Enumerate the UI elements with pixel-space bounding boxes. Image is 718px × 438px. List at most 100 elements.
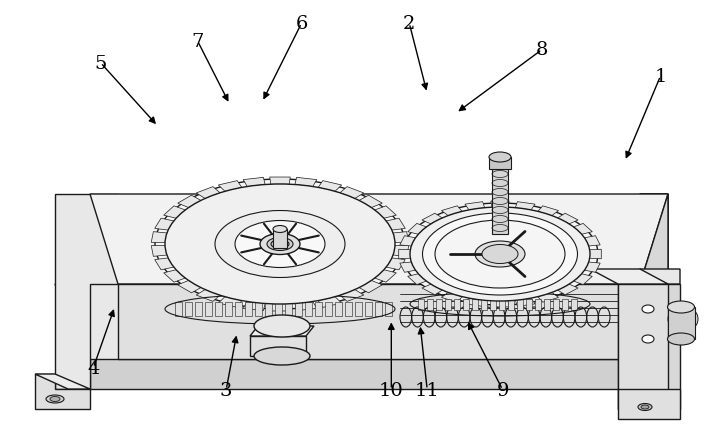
Text: 8: 8 bbox=[536, 41, 549, 60]
Polygon shape bbox=[492, 170, 508, 234]
Polygon shape bbox=[55, 194, 118, 389]
Polygon shape bbox=[463, 299, 469, 310]
Polygon shape bbox=[295, 302, 302, 316]
Polygon shape bbox=[422, 284, 442, 295]
Polygon shape bbox=[508, 299, 514, 310]
Polygon shape bbox=[584, 262, 600, 273]
Ellipse shape bbox=[673, 311, 683, 327]
Polygon shape bbox=[436, 299, 442, 310]
Polygon shape bbox=[491, 301, 509, 307]
Ellipse shape bbox=[668, 311, 678, 327]
Ellipse shape bbox=[668, 333, 694, 345]
Polygon shape bbox=[359, 281, 382, 293]
Polygon shape bbox=[274, 352, 276, 358]
Polygon shape bbox=[318, 181, 342, 192]
Polygon shape bbox=[640, 194, 668, 359]
Polygon shape bbox=[517, 299, 523, 310]
Polygon shape bbox=[256, 352, 258, 358]
Polygon shape bbox=[177, 281, 201, 293]
Ellipse shape bbox=[46, 395, 64, 403]
Polygon shape bbox=[538, 206, 559, 216]
Polygon shape bbox=[640, 194, 668, 374]
Polygon shape bbox=[287, 352, 290, 358]
Polygon shape bbox=[544, 299, 550, 310]
Polygon shape bbox=[195, 302, 202, 316]
Ellipse shape bbox=[50, 396, 60, 402]
Ellipse shape bbox=[267, 238, 293, 251]
Polygon shape bbox=[386, 219, 405, 230]
Polygon shape bbox=[294, 352, 297, 358]
Ellipse shape bbox=[489, 153, 511, 162]
Polygon shape bbox=[535, 299, 541, 310]
Polygon shape bbox=[295, 178, 317, 187]
Ellipse shape bbox=[260, 234, 300, 255]
Ellipse shape bbox=[422, 213, 577, 295]
Text: 9: 9 bbox=[496, 381, 509, 399]
Polygon shape bbox=[365, 302, 372, 316]
Polygon shape bbox=[562, 299, 568, 310]
Polygon shape bbox=[445, 299, 451, 310]
Ellipse shape bbox=[641, 405, 649, 409]
Polygon shape bbox=[243, 178, 265, 187]
Polygon shape bbox=[442, 293, 462, 303]
Ellipse shape bbox=[165, 184, 395, 304]
Ellipse shape bbox=[482, 245, 518, 264]
Polygon shape bbox=[325, 302, 332, 316]
Polygon shape bbox=[285, 302, 292, 316]
Polygon shape bbox=[245, 302, 252, 316]
Polygon shape bbox=[574, 224, 592, 235]
Ellipse shape bbox=[642, 305, 654, 313]
Polygon shape bbox=[298, 352, 301, 358]
Text: 3: 3 bbox=[220, 381, 233, 399]
Polygon shape bbox=[218, 181, 242, 192]
Polygon shape bbox=[571, 299, 577, 310]
Polygon shape bbox=[618, 389, 680, 419]
Polygon shape bbox=[340, 290, 364, 302]
Ellipse shape bbox=[215, 211, 345, 278]
Polygon shape bbox=[315, 302, 322, 316]
Polygon shape bbox=[553, 299, 559, 310]
Text: 11: 11 bbox=[415, 381, 439, 399]
Text: 4: 4 bbox=[87, 359, 100, 377]
Polygon shape bbox=[393, 246, 409, 257]
Polygon shape bbox=[205, 302, 212, 316]
Polygon shape bbox=[291, 352, 294, 358]
Polygon shape bbox=[472, 299, 478, 310]
Polygon shape bbox=[640, 194, 668, 359]
Polygon shape bbox=[250, 326, 314, 336]
Polygon shape bbox=[491, 201, 509, 208]
Polygon shape bbox=[250, 336, 306, 356]
Polygon shape bbox=[196, 290, 220, 302]
Polygon shape bbox=[355, 302, 362, 316]
Text: 6: 6 bbox=[295, 15, 308, 33]
Polygon shape bbox=[422, 214, 442, 224]
Ellipse shape bbox=[688, 311, 698, 327]
Polygon shape bbox=[270, 178, 290, 185]
Polygon shape bbox=[275, 302, 282, 316]
Polygon shape bbox=[235, 302, 242, 316]
Ellipse shape bbox=[410, 208, 590, 301]
Polygon shape bbox=[302, 352, 304, 358]
Ellipse shape bbox=[254, 315, 310, 337]
Polygon shape bbox=[408, 274, 426, 285]
Polygon shape bbox=[118, 284, 640, 359]
Polygon shape bbox=[177, 196, 201, 208]
Polygon shape bbox=[584, 236, 600, 247]
Polygon shape bbox=[558, 214, 578, 224]
Polygon shape bbox=[465, 298, 485, 307]
Polygon shape bbox=[427, 299, 433, 310]
Ellipse shape bbox=[435, 220, 565, 288]
Polygon shape bbox=[526, 299, 532, 310]
Polygon shape bbox=[259, 352, 262, 358]
Polygon shape bbox=[490, 299, 496, 310]
Polygon shape bbox=[340, 187, 364, 199]
Polygon shape bbox=[375, 270, 396, 283]
Polygon shape bbox=[465, 202, 485, 210]
Polygon shape bbox=[516, 298, 535, 307]
Polygon shape bbox=[618, 269, 680, 284]
Polygon shape bbox=[359, 196, 382, 208]
Polygon shape bbox=[489, 158, 511, 170]
Polygon shape bbox=[335, 302, 342, 316]
Ellipse shape bbox=[271, 240, 289, 249]
Polygon shape bbox=[590, 269, 668, 284]
